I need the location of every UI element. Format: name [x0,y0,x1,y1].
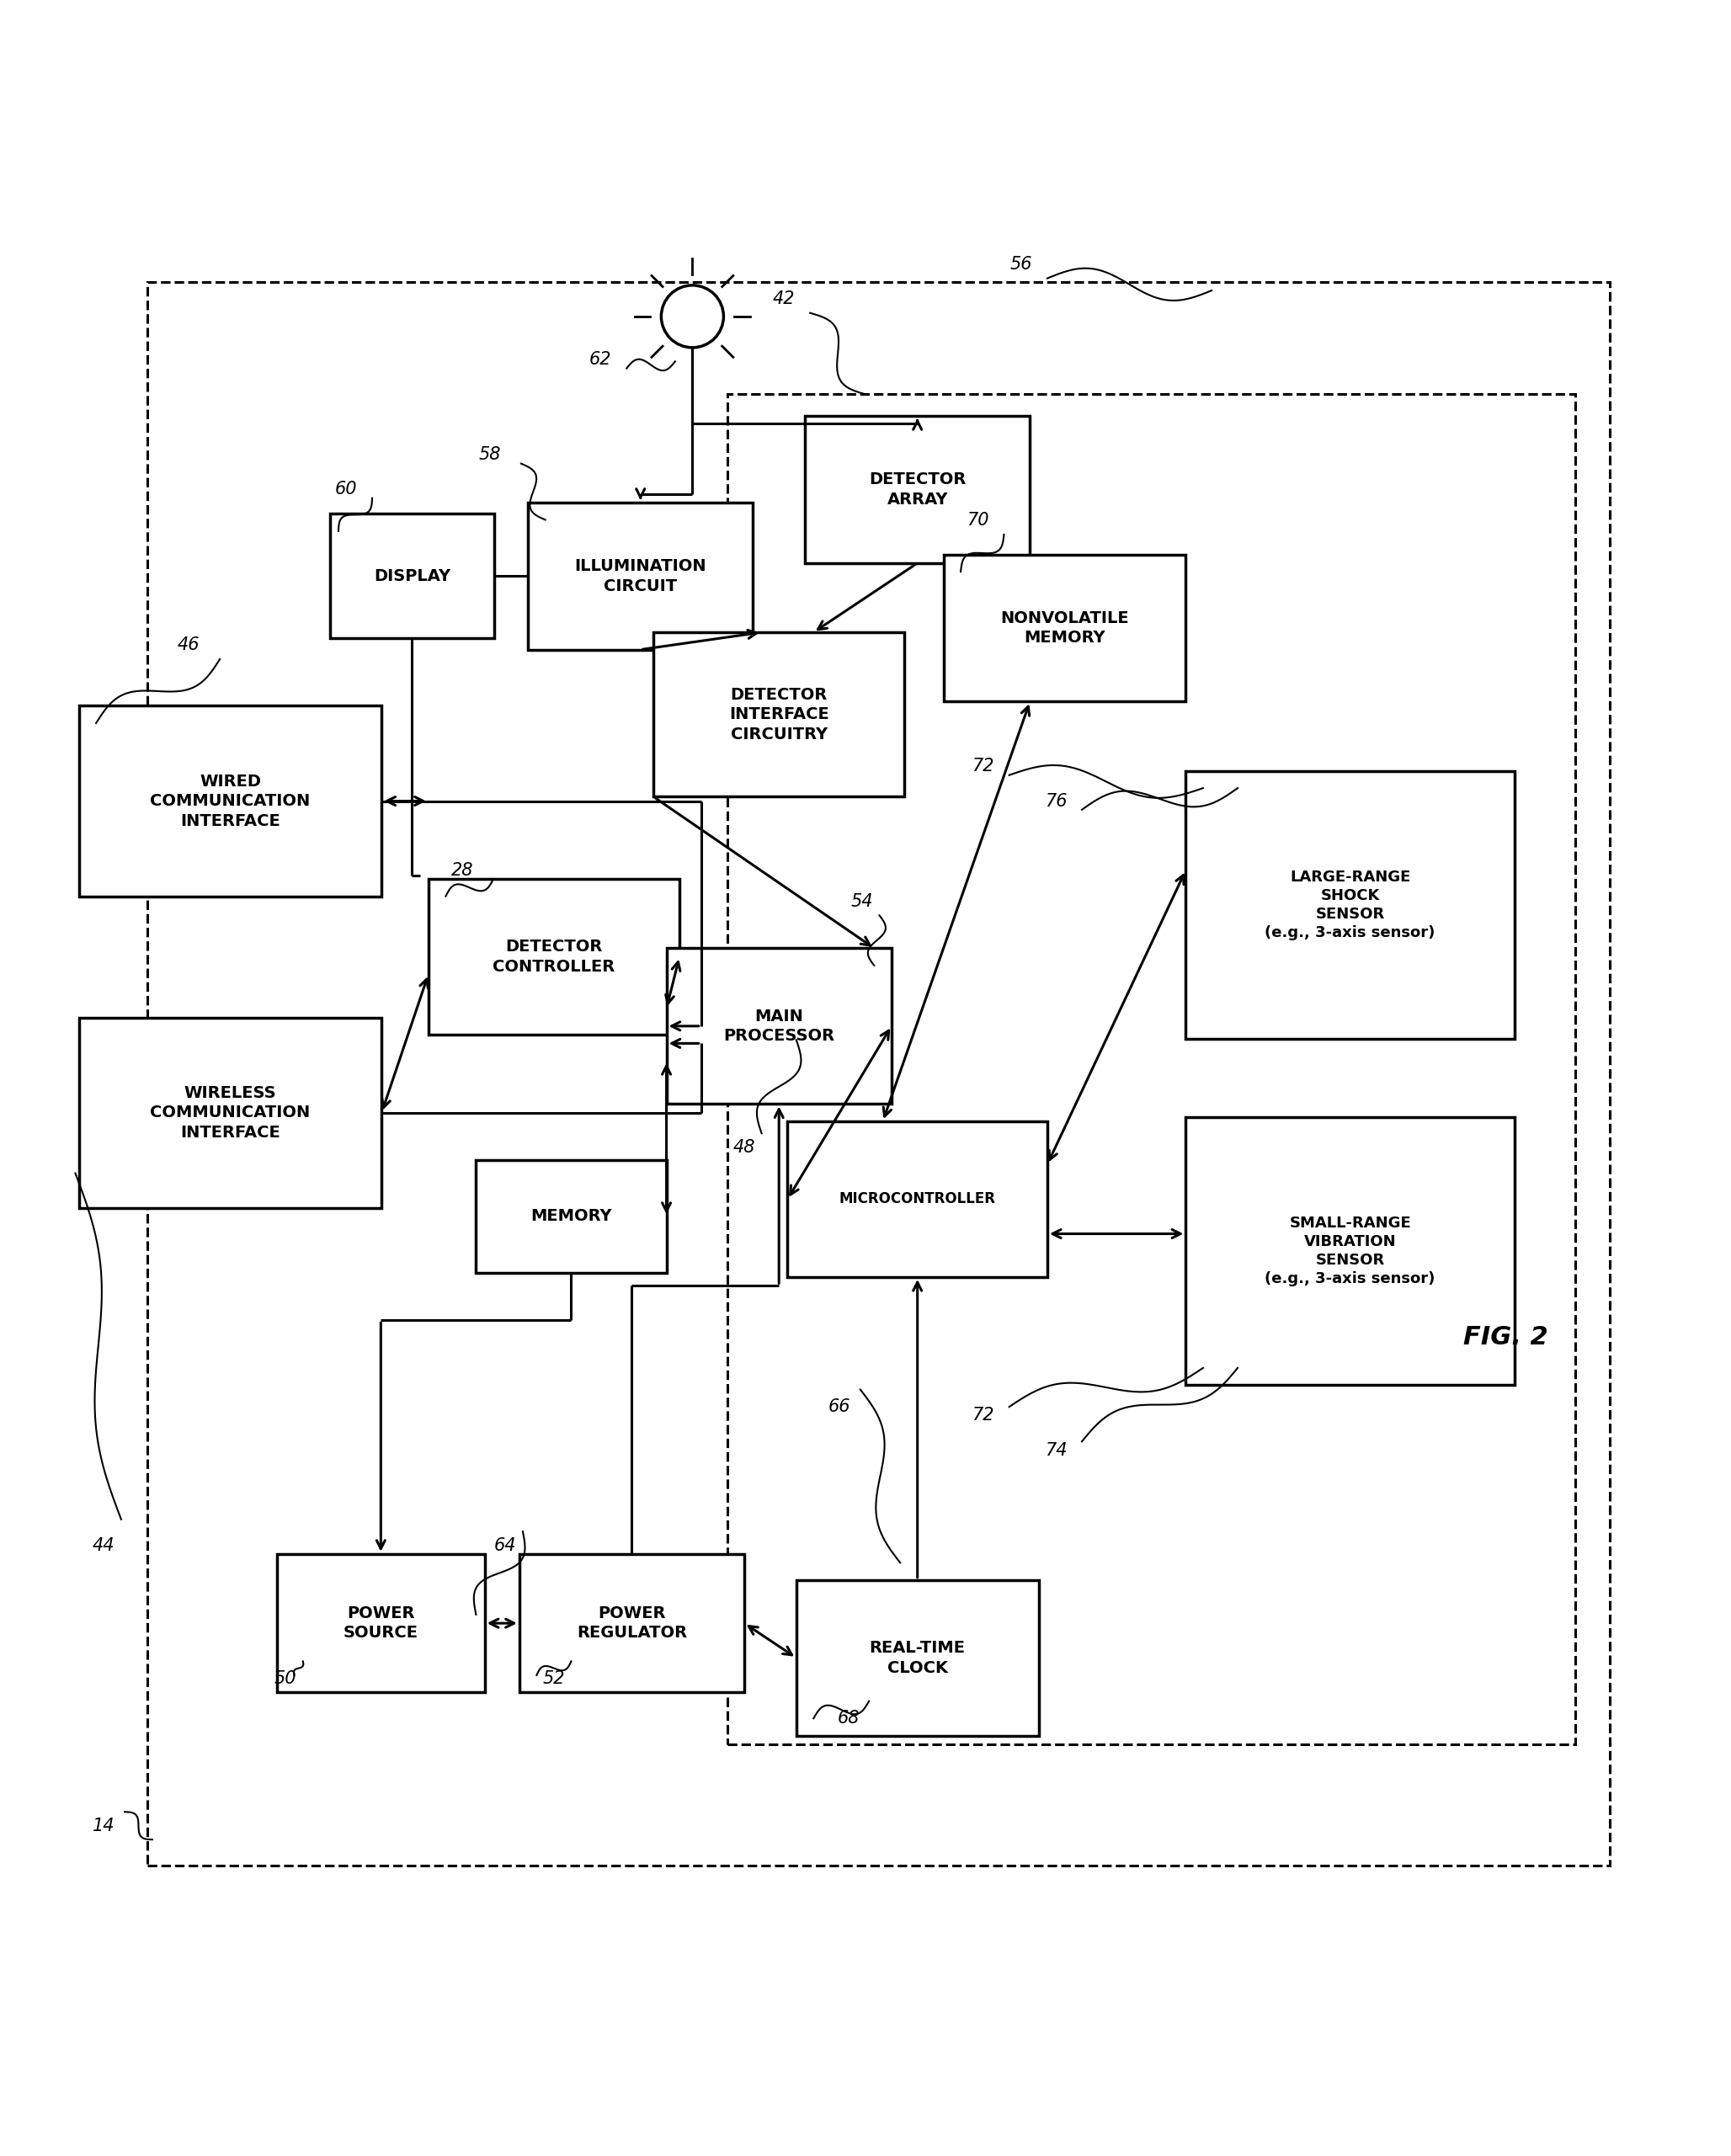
Text: 44: 44 [93,1537,114,1554]
Bar [528,502,753,649]
Bar [329,513,495,638]
Text: 28: 28 [452,862,473,880]
Text: 52: 52 [544,1671,564,1686]
Text: REAL-TIME
CLOCK: REAL-TIME CLOCK [869,1641,966,1675]
Text: 50: 50 [275,1671,296,1686]
Text: 60: 60 [336,481,357,498]
Bar [1186,1117,1515,1384]
Bar [277,1554,485,1692]
Text: 70: 70 [968,513,988,528]
Text: MICROCONTROLLER: MICROCONTROLLER [840,1192,995,1207]
Text: 68: 68 [838,1710,859,1727]
Text: WIRED
COMMUNICATION
INTERFACE: WIRED COMMUNICATION INTERFACE [151,774,310,828]
Text: POWER
REGULATOR: POWER REGULATOR [576,1606,687,1641]
Text: DETECTOR
INTERFACE
CIRCUITRY: DETECTOR INTERFACE CIRCUITRY [729,688,829,742]
Text: 64: 64 [495,1537,516,1554]
Bar [666,949,891,1104]
Bar [80,1018,381,1207]
Text: 72: 72 [973,759,994,774]
Text: SMALL-RANGE
VIBRATION
SENSOR
(e.g., 3-axis sensor): SMALL-RANGE VIBRATION SENSOR (e.g., 3-ax… [1265,1216,1435,1287]
Text: WIRELESS
COMMUNICATION
INTERFACE: WIRELESS COMMUNICATION INTERFACE [151,1084,310,1141]
Text: 74: 74 [1046,1442,1066,1460]
Text: 66: 66 [829,1399,850,1414]
Bar [805,416,1030,563]
Text: MEMORY: MEMORY [531,1210,611,1225]
Text: MAIN
PROCESSOR: MAIN PROCESSOR [724,1009,834,1044]
Bar [727,395,1575,1744]
Bar [80,705,381,897]
Bar [476,1160,666,1272]
Bar [788,1121,1047,1276]
Text: 72: 72 [973,1408,994,1423]
Text: 54: 54 [852,893,872,910]
Text: 62: 62 [590,351,611,369]
Bar [429,880,679,1035]
Text: DETECTOR
CONTROLLER: DETECTOR CONTROLLER [493,940,615,975]
Text: LARGE-RANGE
SHOCK
SENSOR
(e.g., 3-axis sensor): LARGE-RANGE SHOCK SENSOR (e.g., 3-axis s… [1265,869,1435,940]
Text: 46: 46 [178,636,199,653]
Text: 58: 58 [479,446,500,464]
Bar [519,1554,744,1692]
Text: 48: 48 [734,1138,755,1156]
Bar [943,554,1186,701]
Text: ILLUMINATION
CIRCUIT: ILLUMINATION CIRCUIT [575,558,706,593]
Bar [147,282,1610,1865]
Text: FIG. 2: FIG. 2 [1463,1326,1549,1350]
Text: NONVOLATILE
MEMORY: NONVOLATILE MEMORY [1001,610,1129,647]
Text: 56: 56 [1011,257,1032,274]
Bar [1186,772,1515,1039]
Text: DETECTOR
ARRAY: DETECTOR ARRAY [869,472,966,507]
Text: DISPLAY: DISPLAY [374,567,450,584]
Text: 14: 14 [93,1818,114,1835]
Bar [796,1580,1039,1736]
Bar [654,632,904,798]
Text: 42: 42 [774,291,795,308]
Text: POWER
SOURCE: POWER SOURCE [343,1606,419,1641]
Text: 76: 76 [1046,793,1066,808]
